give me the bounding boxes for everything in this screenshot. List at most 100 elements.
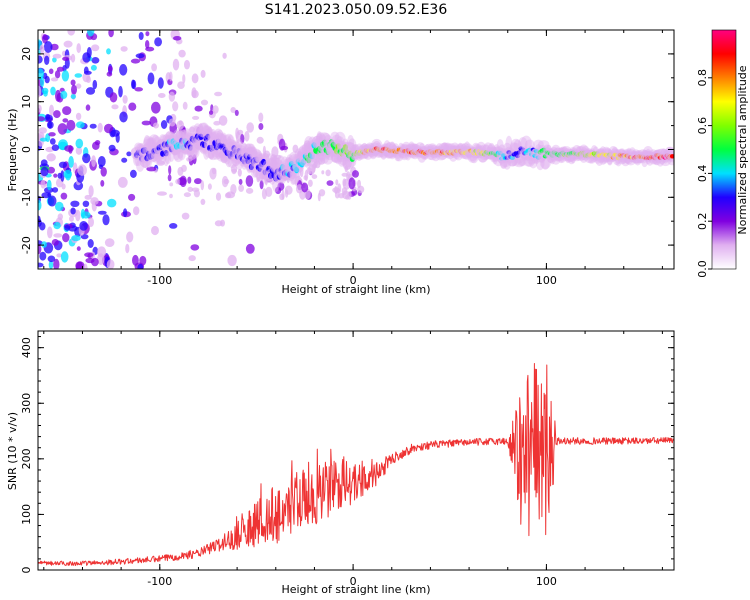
spectrogram-cell	[514, 155, 521, 166]
spectrogram-cell	[277, 182, 285, 191]
spectrogram-cell	[40, 166, 49, 177]
spectrogram-xlabel: Height of straight line (km)	[281, 283, 430, 296]
spectrogram-cell	[290, 170, 300, 185]
spectrogram-cell	[43, 41, 53, 53]
spectrogram-cell	[55, 201, 64, 212]
spectrogram-cell	[178, 129, 189, 139]
spectrogram-cell	[175, 130, 182, 139]
spectrogram-cell	[261, 158, 267, 166]
spectrogram-cell	[163, 149, 169, 157]
spectrogram-cell	[70, 53, 76, 63]
spectrogram-cell	[41, 87, 49, 95]
spectrogram-cell	[139, 255, 147, 266]
spectrogram-cell	[200, 69, 206, 78]
spectrogram-cell	[227, 157, 238, 169]
spectrogram-cell	[60, 90, 68, 99]
spectrogram-cell	[151, 134, 160, 148]
spectrogram-cell	[62, 118, 69, 123]
spectrogram-cell	[216, 152, 228, 162]
spectrogram-cell	[135, 53, 145, 59]
spectrogram-cell	[130, 58, 141, 64]
spectrogram-cell	[211, 130, 223, 142]
spectrogram-cell	[496, 139, 504, 152]
spectrogram-cell	[68, 156, 74, 168]
spectrogram-cell	[73, 181, 84, 191]
spectrogram-cell	[138, 32, 144, 40]
spectrogram-cell	[261, 175, 270, 184]
spectrogram-cell	[222, 52, 227, 59]
spectrogram-cell	[45, 113, 51, 120]
spectrogram-cell	[253, 153, 263, 163]
spectrogram-cell	[97, 246, 107, 258]
spectrogram-ytick-label: -10	[20, 188, 33, 206]
spectrogram-cell	[212, 105, 219, 114]
spectrogram-cell	[38, 68, 45, 80]
spectrogram-cell	[213, 128, 224, 142]
spectrogram-cell	[265, 186, 273, 197]
spectrogram-cell	[179, 175, 187, 187]
spectrogram-cell	[57, 213, 63, 220]
spectrogram-cell	[294, 148, 303, 161]
spectrogram-cell	[292, 144, 299, 153]
spectrogram-cell	[270, 156, 281, 172]
spectrogram-cell	[70, 79, 76, 86]
spectrogram-cell	[106, 259, 115, 269]
spectrogram-cell	[246, 122, 254, 133]
spectrogram-cell	[188, 146, 200, 159]
spectrogram-cell	[157, 77, 164, 89]
spectrogram-cell	[39, 222, 46, 231]
spectrogram-cell	[220, 219, 225, 227]
spectrogram-cell	[335, 179, 339, 186]
spectrogram-cell	[167, 174, 172, 182]
spectrogram-cell	[158, 93, 166, 98]
spectrogram-cell	[207, 183, 212, 190]
spectrogram-cell	[339, 157, 348, 166]
spectrogram-cell	[71, 84, 77, 95]
spectrogram-cell	[334, 131, 346, 145]
spectrogram-cell	[60, 251, 69, 263]
spectrogram-cell	[258, 173, 266, 180]
spectrogram-cell	[186, 157, 193, 162]
spectrogram-cell	[38, 215, 41, 225]
spectrogram-cell	[126, 231, 134, 243]
spectrogram-cell	[341, 172, 349, 177]
spectrogram-cell	[271, 158, 277, 170]
spectrogram-cell	[215, 192, 222, 201]
spectrogram-cell	[349, 155, 355, 162]
spectrogram-cell	[119, 111, 128, 123]
spectrogram-cell	[180, 127, 187, 138]
spectrogram-cell	[145, 31, 150, 37]
spectrogram-cell	[304, 136, 314, 152]
spectrogram-cell	[309, 152, 315, 160]
spectrogram-cell	[169, 182, 174, 187]
spectrogram-cell	[335, 136, 345, 149]
spectrogram-cell	[341, 187, 348, 196]
spectrogram-cell	[119, 64, 128, 76]
spectrogram-cell	[173, 36, 182, 41]
spectrogram-cell	[303, 145, 308, 153]
spectrogram-ytick-label: 10	[20, 95, 33, 109]
spectrogram-cell	[325, 145, 335, 161]
spectrogram-cell	[39, 44, 45, 54]
spectrogram-cell	[85, 104, 91, 111]
spectrogram-cell	[178, 49, 186, 58]
spectrogram-cell	[143, 135, 151, 151]
spectrogram-cell	[53, 233, 63, 238]
spectrogram-cell	[289, 172, 297, 185]
spectrogram-cell	[51, 239, 59, 246]
spectrogram-cell	[52, 53, 62, 59]
spectrogram-cell	[223, 133, 235, 148]
spectrogram-cell	[194, 125, 205, 135]
spectrogram-cell	[49, 138, 56, 145]
spectrogram-cell	[236, 138, 243, 150]
spectrogram-cell	[47, 226, 53, 239]
spectrogram-cell	[294, 166, 300, 174]
spectrogram-cell	[312, 135, 323, 150]
snr-ytick-label: 300	[20, 393, 33, 414]
spectrogram-cell	[225, 137, 232, 150]
spectrogram-cell	[247, 153, 253, 161]
spectrogram-cell	[48, 132, 56, 137]
spectrogram-cell	[321, 170, 325, 175]
spectrogram-cell	[76, 121, 85, 129]
spectrogram-cell	[139, 155, 145, 162]
